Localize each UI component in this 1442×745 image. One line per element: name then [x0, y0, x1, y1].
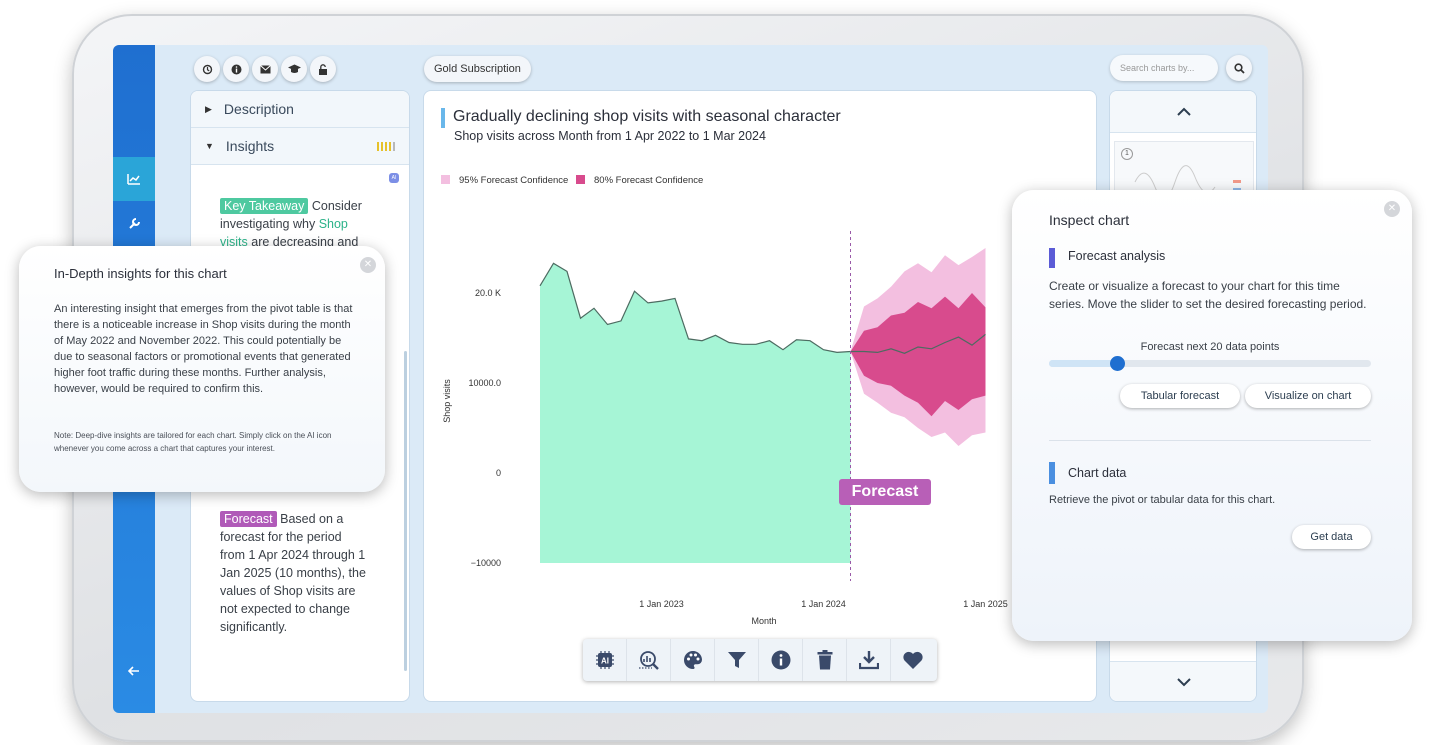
insight-popup-note: Note: Deep-dive insights are tailored fo…	[54, 431, 332, 453]
thumbnail-badge: 1	[1121, 148, 1133, 160]
legend-swatch	[576, 175, 585, 184]
chart-data-heading-bar	[1049, 462, 1055, 484]
key-takeaway-tag: Key Takeaway	[220, 198, 309, 214]
insight-popup: In-Depth insights for this chart ✕ An in…	[19, 246, 385, 492]
info-icon[interactable]	[759, 639, 803, 681]
legend-label: 80% Forecast Confidence	[594, 175, 703, 186]
wrench-icon[interactable]	[113, 201, 155, 245]
chart-title: Gradually declining shop visits with sea…	[453, 108, 841, 125]
inspect-chart-popup: Inspect chart ✕ Forecast analysis Create…	[1012, 190, 1412, 641]
slider-handle[interactable]	[1109, 356, 1125, 371]
palette-icon[interactable]	[671, 639, 715, 681]
forecast-heading-bar	[1049, 248, 1055, 268]
y-tick-label: 20.0 K	[475, 288, 501, 298]
inspect-title: Inspect chart	[1049, 212, 1130, 228]
filter-icon[interactable]	[715, 639, 759, 681]
legend-swatch	[441, 175, 450, 184]
ai-icon[interactable]: AI	[583, 639, 627, 681]
section-divider	[1049, 440, 1371, 441]
chart-subtitle: Shop visits across Month from 1 Apr 2022…	[454, 129, 766, 143]
forecast-slider[interactable]	[1049, 356, 1371, 371]
forecast-band-80	[850, 293, 986, 417]
insights-label: Insights	[225, 138, 275, 154]
insight-popup-body: An interesting insight that emerges from…	[54, 303, 353, 395]
close-icon[interactable]: ✕	[360, 257, 376, 273]
chart-panel: Gradually declining shop visits with sea…	[423, 90, 1097, 702]
slider-fill	[1049, 360, 1117, 367]
graduation-cap-icon[interactable]	[281, 56, 307, 82]
x-tick-label: 1 Jan 2024	[801, 599, 846, 609]
forecast-description: Create or visualize a forecast to your c…	[1049, 279, 1367, 311]
caret-down-icon: ▼	[205, 141, 214, 151]
description-label: Description	[223, 101, 294, 117]
analytics-icon[interactable]	[627, 639, 671, 681]
history-icon[interactable]	[194, 56, 220, 82]
y-axis-label: Shop visits	[442, 379, 452, 423]
trash-icon[interactable]	[803, 639, 847, 681]
forecast-insight-text: Based on a forecast for the period from …	[220, 512, 366, 634]
scroll-up-button[interactable]	[1110, 91, 1256, 133]
close-icon[interactable]: ✕	[1384, 201, 1400, 217]
y-tick-label: 0	[496, 468, 501, 478]
search-input[interactable]: Search charts by...	[1110, 55, 1218, 81]
ai-badge-icon[interactable]: AI	[389, 173, 399, 183]
x-tick-label: 1 Jan 2025	[963, 599, 1008, 609]
chart-icon[interactable]	[113, 157, 155, 201]
key-takeaway-text: Consider investigating why	[220, 199, 362, 231]
info-icon[interactable]	[223, 56, 249, 82]
chart-toolbar: AI	[583, 639, 937, 681]
insight-popup-title: In-Depth insights for this chart	[54, 266, 227, 281]
forecast-marker-label: Forecast	[839, 479, 931, 505]
y-tick-label: −10000	[471, 558, 501, 568]
chart-data-description: Retrieve the pivot or tabular data for t…	[1049, 494, 1276, 506]
history-line	[539, 262, 851, 354]
chart-area[interactable]: 95% Forecast Confidence 80% Forecast Conf…	[424, 91, 1097, 631]
forecast-heading: Forecast analysis	[1068, 249, 1166, 263]
x-tick-label: 1 Jan 2023	[639, 599, 684, 609]
thumbnail-preview	[1134, 165, 1241, 199]
key-takeaway-text-2: are decreasing and	[251, 235, 359, 249]
forecast-tag: Forecast	[220, 511, 277, 527]
download-icon[interactable]	[847, 639, 891, 681]
legend-label: 95% Forecast Confidence	[459, 175, 568, 186]
subscription-button[interactable]: Gold Subscription	[424, 56, 531, 82]
forecast-insight: Forecast Based on a forecast for the per…	[220, 510, 370, 636]
key-takeaway-highlight[interactable]: Shop visits	[220, 217, 348, 249]
get-data-button[interactable]: Get data	[1292, 525, 1371, 549]
caret-right-icon: ▶	[205, 103, 212, 114]
heart-icon[interactable]	[891, 639, 935, 681]
chevron-up-icon	[1177, 107, 1191, 116]
chart-data-heading: Chart data	[1068, 466, 1127, 480]
insight-level-icon	[377, 141, 395, 151]
scrollbar[interactable]	[404, 351, 407, 671]
insights-accordion[interactable]: ▼ Insights	[191, 128, 409, 165]
y-tick-label: 10000.0	[468, 378, 501, 388]
mail-icon[interactable]	[252, 56, 278, 82]
forecast-line	[850, 333, 986, 354]
visualize-on-chart-button[interactable]: Visualize on chart	[1245, 384, 1371, 408]
key-takeaway-insight: Key Takeaway Consider investigating why …	[220, 197, 370, 251]
tabular-forecast-button[interactable]: Tabular forecast	[1120, 384, 1240, 408]
back-arrow-icon[interactable]	[113, 649, 155, 693]
svg-text:AI: AI	[601, 657, 609, 666]
slider-label: Forecast next 20 data points	[1140, 341, 1280, 353]
title-accent-bar	[441, 108, 445, 128]
scroll-down-button[interactable]	[1110, 661, 1256, 701]
history-area	[540, 263, 851, 563]
x-axis-label: Month	[751, 616, 776, 626]
chevron-down-icon	[1177, 678, 1191, 687]
description-accordion[interactable]: ▶ Description	[191, 91, 409, 128]
search-icon[interactable]	[1226, 55, 1252, 81]
unlock-icon[interactable]	[310, 56, 336, 82]
